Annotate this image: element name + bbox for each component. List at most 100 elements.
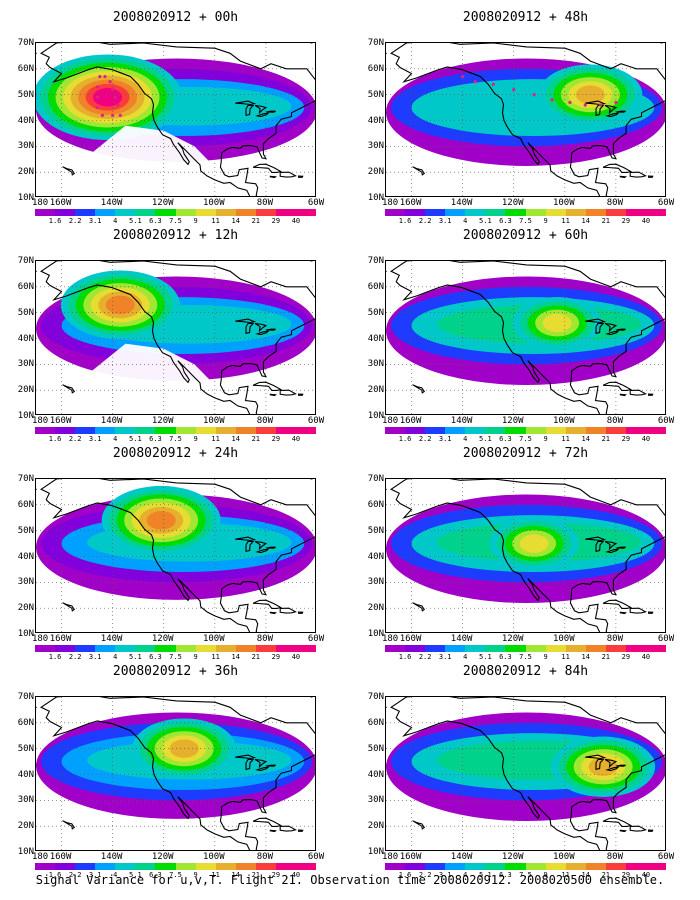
longitude-label: 120W [151,852,174,862]
colorbar-label: 11 [211,871,220,879]
panel-title: 2008020912 + 48h [462,10,589,25]
latitude-label: 60N [17,717,34,728]
variance-field [36,485,315,600]
colorbar-label: 7.5 [169,217,182,225]
coastline [298,829,304,832]
flight-track-point [118,113,122,117]
flight-track-point [461,74,465,79]
flight-track-point [473,80,478,84]
great-lake [254,322,268,333]
colorbar-label: 11 [211,435,220,443]
colorbar-swatch [296,209,317,216]
coastline [269,175,278,179]
coastline [62,166,76,176]
great-lake [255,112,269,118]
colorbar-swatch [525,209,546,216]
flight-track-point [108,80,112,84]
flight-track-point [512,87,516,92]
gridlines [36,43,315,196]
colorbar-label: 29 [621,871,631,879]
colorbar-label: 11 [561,653,570,661]
colorbar-label: 7.5 [169,653,182,661]
longitude-label: 80W [606,634,624,644]
longitude-label: 180 [31,634,49,644]
colorbar-swatch [545,645,566,652]
longitude-label: 60W [657,634,675,644]
colorbar-swatch [585,427,606,434]
colorbar-swatch [255,645,276,652]
great-lake [604,758,618,769]
latitude-label: 70N [367,692,384,702]
colorbar-label: 7.5 [519,871,532,879]
low-variance-region [36,697,316,707]
colorbar-swatch [215,427,236,434]
map-frame [35,696,316,851]
coastline [252,599,283,609]
map-panel: 2008020912 + 48h 70N 60N 50N 40N 30N 20N 10N 180… [350,10,674,225]
colorbar-label: 5.1 [129,871,142,879]
flight-track-point [100,113,105,117]
map-frame [385,696,666,851]
latitude-label: 70N [367,474,384,484]
gridlines [386,479,665,632]
longitude-label: 160W [399,852,422,862]
great-lake [605,548,619,554]
variance-field [36,43,315,193]
colorbar-label: 11 [561,871,570,879]
colorbar-swatch [485,209,506,216]
low-variance-region [36,125,215,193]
colorbar-labels: 1.6 2.2 3.1 4 5.1 6.3 7.5 9 11 14 21 29 40 [35,435,316,444]
colorbar [35,209,317,216]
longitude-label: 180 [31,852,49,862]
great-lake [235,754,257,760]
colorbar-label: 3.1 [88,217,102,225]
colorbar-swatch [646,863,667,870]
map-panel: 2008020912 + 84h 70N 60N 50N 40N 30N 20N 10N 180… [350,664,674,879]
colorbar-label: 3.1 [88,871,102,879]
coastlines [386,261,665,414]
colorbar-swatch [425,645,446,652]
coastline [648,611,654,614]
colorbar-swatch [465,645,486,652]
map-frame [385,260,666,415]
colorbar-label: 3.1 [88,653,102,661]
colorbar-swatch [35,209,56,216]
latitude-label: 40N [17,769,34,780]
latitude-label: 60N [17,499,34,510]
colorbar [385,209,667,216]
coastline [62,602,76,612]
colorbar-label: 9 [193,653,198,661]
colorbar-label: 40 [291,653,301,661]
longitude-label: 180 [31,416,49,426]
colorbar-swatch [625,209,647,216]
colorbar-label: 6.3 [499,217,512,225]
latitude-label: 20N [17,385,34,396]
coastline [389,697,665,850]
latitude-label: 30N [17,141,34,152]
colorbar-label: 7.5 [519,653,532,661]
coastline [252,817,283,827]
colorbar-label: 3.1 [438,871,452,879]
colorbar-label: 1.6 [398,871,412,879]
colorbar-swatch [646,645,667,652]
coastline [269,829,278,833]
longitude-label: 160W [399,416,422,426]
colorbar-swatch [445,863,466,870]
flight-track [461,74,618,107]
panel-title: 2008020912 + 72h [462,446,589,461]
colorbar-swatch [235,863,256,870]
colorbar-swatch [55,645,76,652]
colorbar-labels: 1.6 2.2 3.1 4 5.1 6.3 7.5 9 11 14 21 29 40 [385,217,666,226]
latitude-label: 50N [17,525,34,536]
longitude-label: 60W [307,198,325,208]
variance-contour [93,88,123,107]
latitude-label: 50N [367,307,384,318]
colorbar-swatch [115,863,136,870]
low-variance-region [386,43,666,53]
longitude-label: 60W [657,198,675,208]
latitude-label: 60N [367,281,384,292]
colorbar-label: 14 [231,871,240,879]
colorbar [385,427,667,434]
latitude-label: 10N [367,411,384,421]
colorbar-label: 4 [113,435,118,443]
